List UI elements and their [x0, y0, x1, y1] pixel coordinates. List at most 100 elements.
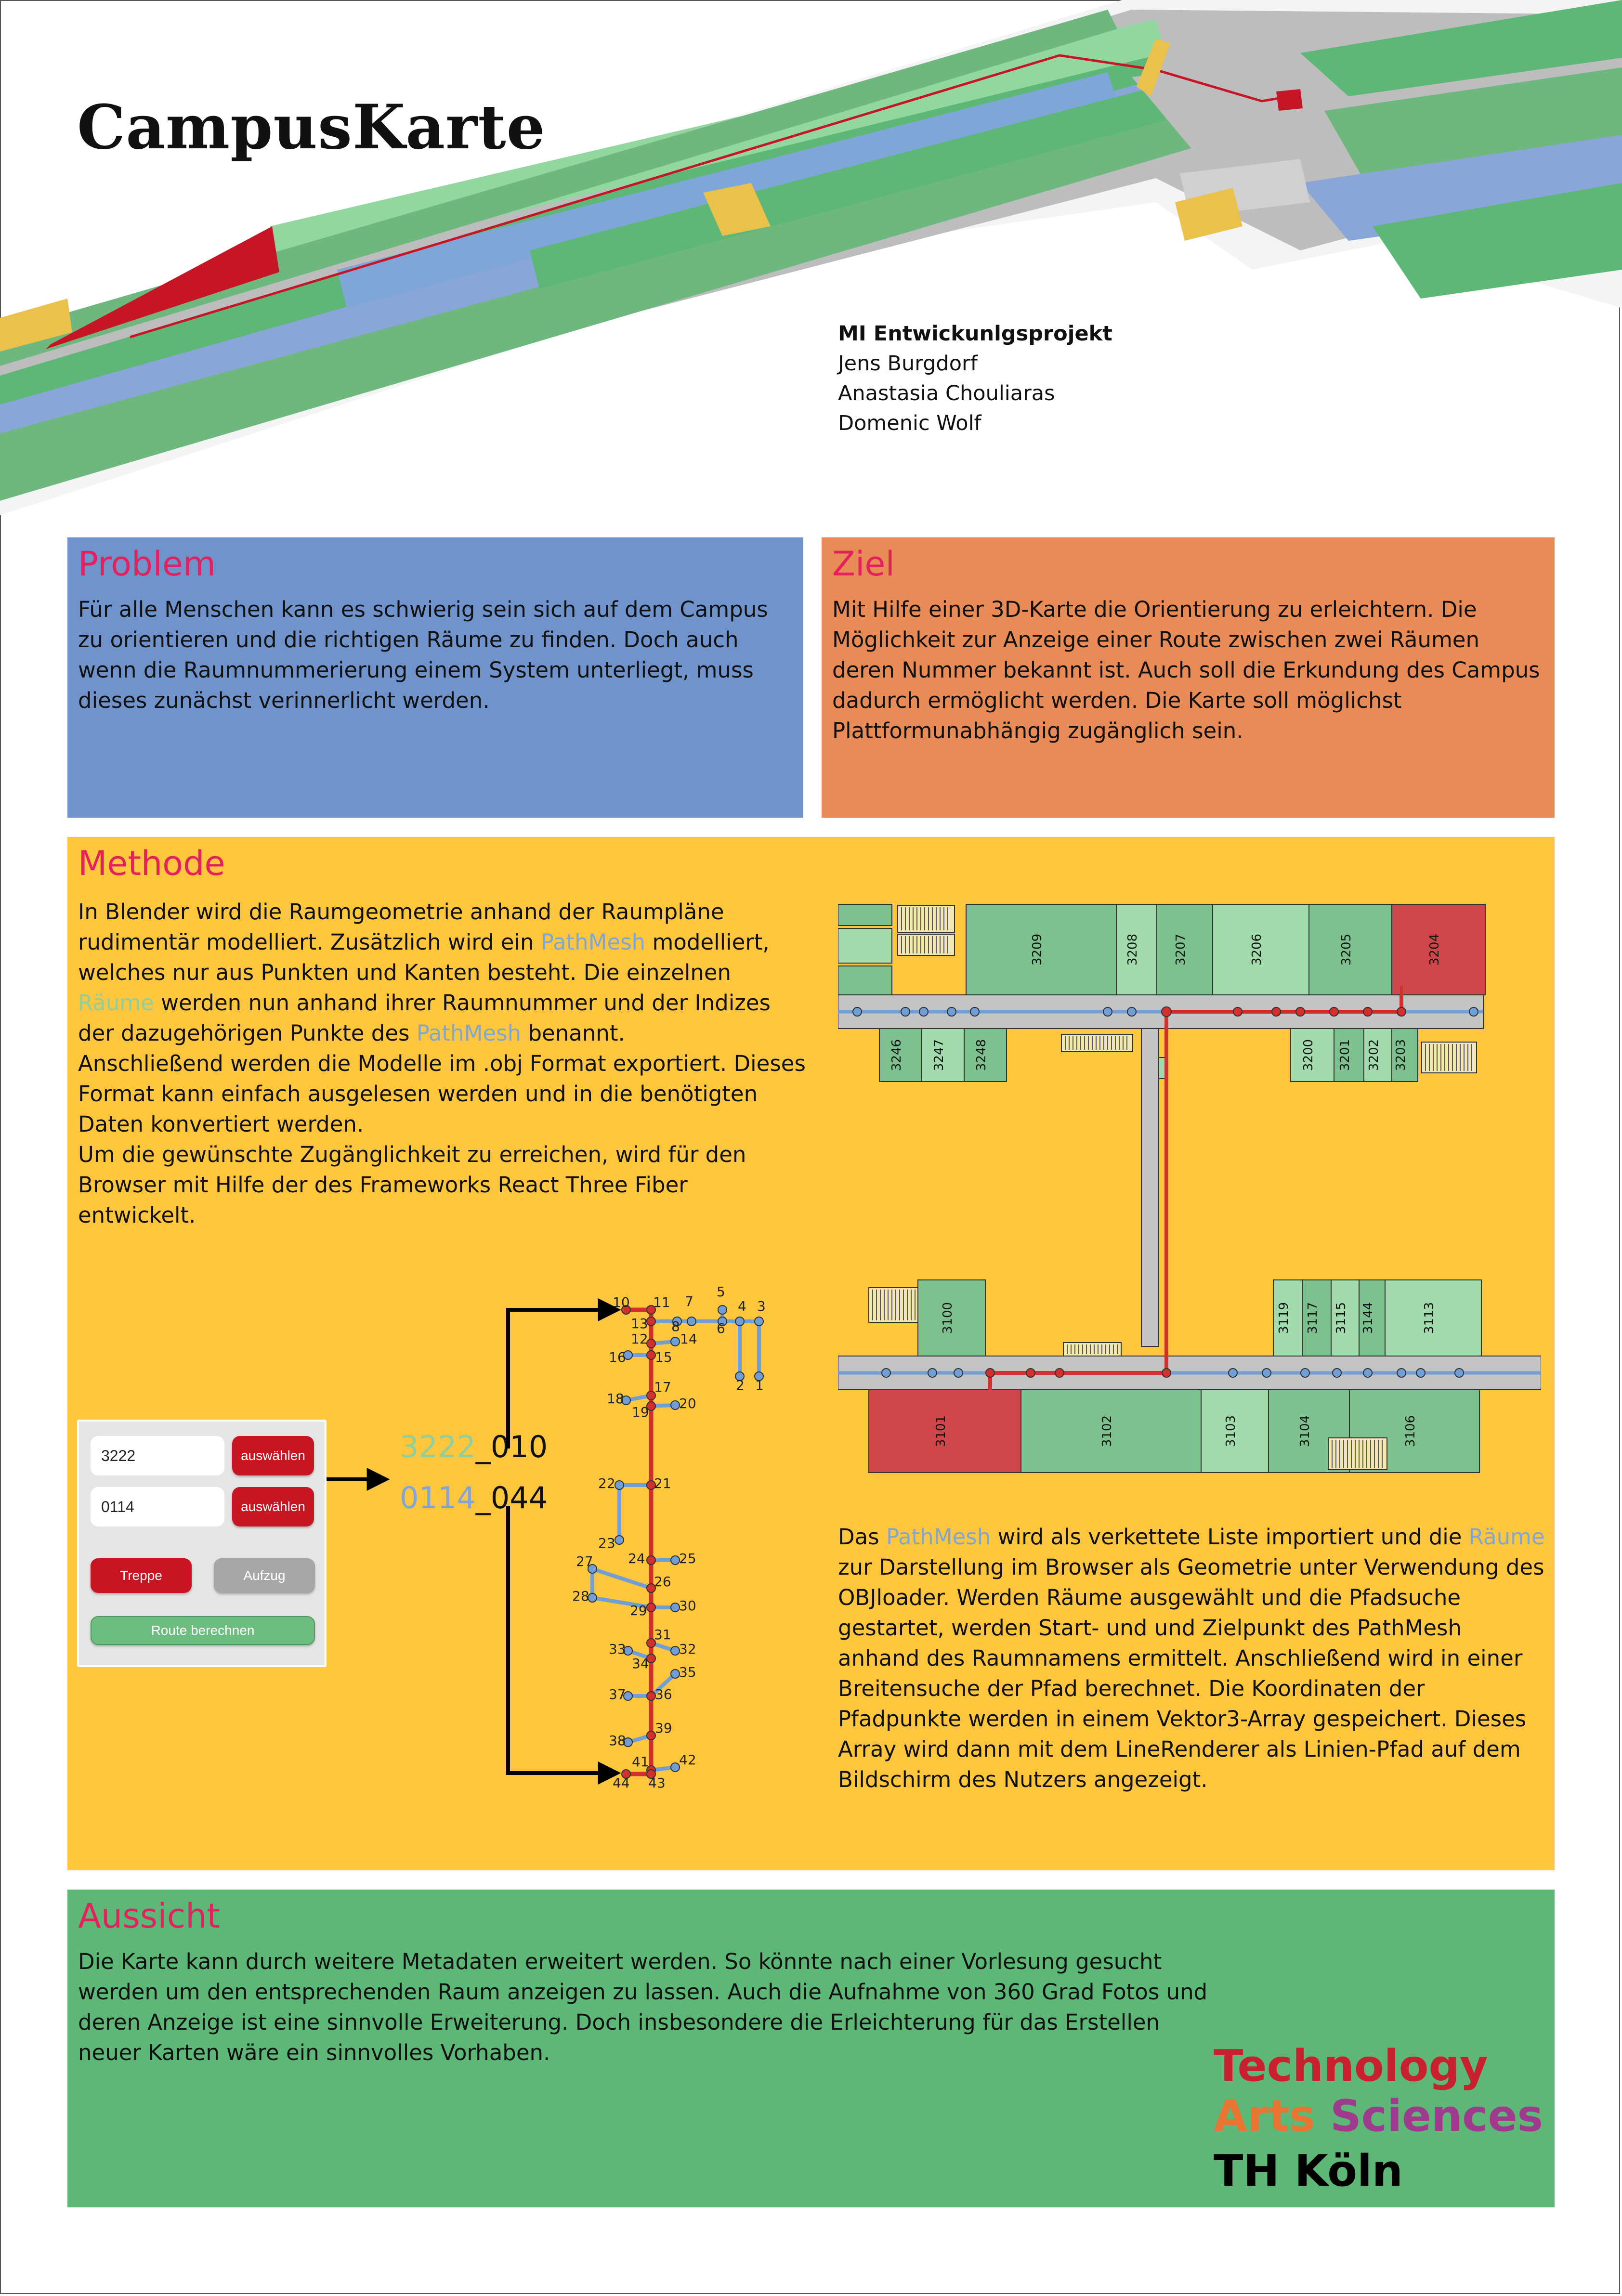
graph-node	[670, 1669, 680, 1679]
graph-node	[588, 1593, 597, 1603]
graph-node	[646, 1603, 656, 1612]
room-block	[1359, 1279, 1386, 1357]
room-block	[1391, 904, 1486, 995]
room-block	[879, 1028, 922, 1082]
graph-node	[623, 1737, 633, 1747]
start-room-input[interactable]: 3222	[91, 1436, 224, 1475]
problem-heading: Problem	[78, 544, 216, 584]
graph-node	[646, 1731, 656, 1740]
graph-node	[646, 1480, 656, 1490]
end-room-input[interactable]: 0114	[91, 1487, 224, 1526]
graph-node-label: 21	[654, 1475, 671, 1491]
room-label: 3100	[941, 1302, 955, 1334]
graph-node	[621, 1305, 631, 1315]
path-node	[970, 1007, 980, 1017]
problem-text: Für alle Menschen kann es schwierig sein…	[78, 597, 768, 713]
graph-node	[615, 1480, 624, 1490]
room-label: 3201	[1338, 1039, 1352, 1071]
graph-node-label: 14	[680, 1331, 697, 1347]
room-label: 3115	[1334, 1302, 1348, 1334]
graph-node	[646, 1305, 656, 1315]
graph-node-label: 11	[653, 1294, 670, 1310]
room-label: 3247	[932, 1039, 946, 1071]
end-code: 0114_044	[400, 1480, 548, 1515]
room-block	[1201, 1389, 1269, 1473]
room-label: 3208	[1125, 934, 1140, 965]
graph-node-label: 33	[609, 1641, 626, 1657]
room-block	[838, 928, 892, 964]
graph-node-label: 28	[572, 1588, 589, 1604]
ziel-panel: Ziel Mit Hilfe einer 3D-Karte die Orient…	[822, 537, 1555, 818]
graph-node-label: 3	[757, 1298, 766, 1314]
stairs-button[interactable]: Treppe	[91, 1558, 192, 1593]
room-label: 3103	[1224, 1415, 1238, 1447]
room-label: 3203	[1394, 1039, 1408, 1071]
select-start-button[interactable]: auswählen	[232, 1436, 314, 1475]
elevator-button[interactable]: Aufzug	[214, 1558, 315, 1593]
graph-node	[646, 1391, 656, 1400]
graph-node	[621, 1769, 631, 1779]
graph-node	[646, 1638, 656, 1648]
room-block	[1385, 1279, 1482, 1357]
graph-node-label: 22	[598, 1475, 615, 1491]
end-room-code: 0114	[400, 1480, 476, 1515]
graph-node-label: 24	[628, 1551, 645, 1566]
graph-node	[735, 1371, 745, 1381]
room-block	[1273, 1279, 1303, 1357]
graph-node-label: 4	[738, 1298, 746, 1314]
route-form: 3222 auswählen 0114 auswählen Treppe Auf…	[77, 1420, 327, 1667]
graph-node-label: 36	[655, 1686, 672, 1702]
aussicht-heading: Aussicht	[78, 1896, 220, 1936]
path-node	[1363, 1007, 1373, 1017]
graph-node-label: 38	[609, 1733, 626, 1748]
methode-panel: Methode In Blender wird die Raumgeometri…	[67, 837, 1555, 1870]
graph-node-label: 26	[654, 1574, 671, 1590]
methode-heading: Methode	[78, 844, 225, 883]
author-name: Anastasia Chouliaras	[838, 381, 1055, 405]
pathmesh-term: PathMesh	[540, 929, 646, 955]
room-label: 3205	[1339, 934, 1354, 965]
graph-node	[754, 1371, 764, 1381]
graph-node	[615, 1535, 624, 1545]
graph-node-label: 17	[654, 1379, 671, 1395]
path-node	[1397, 1007, 1406, 1017]
room-block	[1212, 904, 1309, 995]
project-name: MI Entwickunlgsprojekt	[838, 322, 1112, 346]
room-label: 3202	[1367, 1039, 1381, 1071]
logo-sciences: Sciences	[1330, 2091, 1544, 2141]
text-run: Um die gewünschte Zugänglichkeit zu erre…	[78, 1142, 746, 1228]
graph-node	[670, 1646, 680, 1656]
select-end-button[interactable]: auswählen	[232, 1487, 314, 1526]
text-run: Das	[838, 1524, 886, 1550]
calculate-route-button[interactable]: Route berechnen	[91, 1616, 315, 1645]
path-node	[1454, 1368, 1464, 1378]
graph-node-label: 37	[609, 1686, 626, 1702]
logo-arts-sciences: Arts Sciences	[1214, 2091, 1543, 2141]
room-label: 3119	[1277, 1302, 1291, 1334]
room-label: 3102	[1100, 1415, 1114, 1447]
graph-node	[670, 1555, 680, 1565]
room-label: 3209	[1030, 934, 1045, 965]
graph-node	[621, 1396, 631, 1405]
logo-arts: Arts	[1214, 2091, 1315, 2141]
graph-node-label: 19	[632, 1404, 649, 1420]
path-node	[1233, 1007, 1243, 1017]
path-node	[1228, 1368, 1238, 1378]
graph-node-label: 23	[598, 1535, 615, 1551]
graph-edge	[650, 1672, 677, 1697]
graph-edge	[591, 1567, 652, 1590]
room-block	[838, 904, 892, 926]
graph-node-label: 2	[736, 1377, 745, 1393]
graph-node-label: 12	[631, 1331, 648, 1347]
graph-node-label: 42	[679, 1752, 696, 1768]
text-run: werden nun anhand ihrer Raumnummer und d…	[78, 990, 771, 1046]
room-block	[1391, 1028, 1418, 1082]
stairs-block	[1063, 1342, 1122, 1357]
graph-node-label: 32	[679, 1641, 696, 1657]
room-block	[1308, 904, 1392, 995]
graph-node	[623, 1646, 633, 1656]
path-node	[852, 1007, 862, 1017]
room-label: 3106	[1403, 1415, 1418, 1447]
